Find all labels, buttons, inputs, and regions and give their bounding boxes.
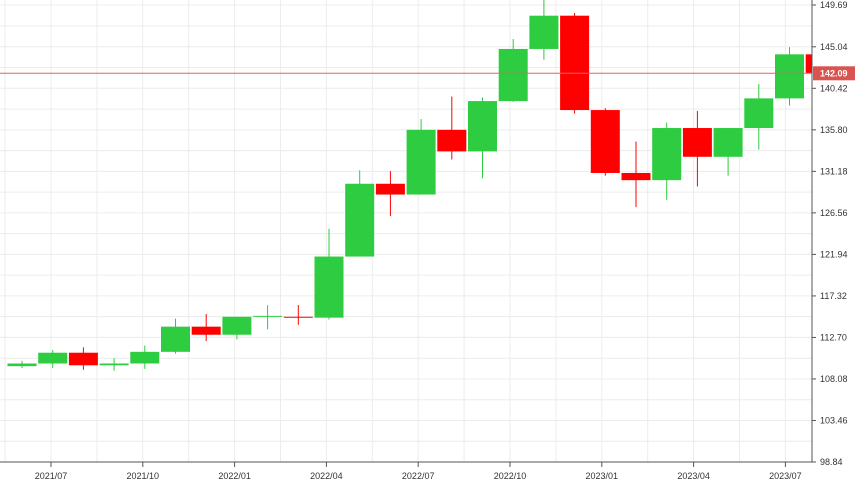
- x-tick-label: 2023/04: [677, 471, 710, 481]
- candle: [621, 141, 651, 208]
- candle-body: [468, 101, 497, 152]
- candle-body: [652, 128, 682, 181]
- candle: [529, 0, 559, 60]
- candle-body: [283, 316, 313, 318]
- candle: [68, 347, 98, 370]
- candle: [652, 122, 682, 200]
- candle: [713, 128, 743, 176]
- candle-body: [38, 352, 68, 364]
- candle-body: [253, 315, 283, 317]
- candle-body: [161, 326, 190, 352]
- x-tick-label: 2022/07: [402, 471, 435, 481]
- y-axis-panel: [812, 0, 856, 489]
- candles: [7, 0, 835, 371]
- candle-body: [7, 363, 37, 367]
- y-axis-ticks: 149.69 145.04 140.42 135.80 131.18 126.56 121.…: [812, 0, 848, 467]
- x-tick-label: 2021/07: [35, 471, 68, 481]
- candle-body: [682, 128, 712, 157]
- candle: [744, 83, 774, 150]
- price-label: 142.09: [820, 68, 848, 78]
- candle: [314, 228, 344, 320]
- candle: [560, 12, 590, 114]
- candle: [682, 110, 712, 187]
- candle-body: [437, 129, 467, 152]
- price-label-bg: [813, 66, 855, 81]
- candle: [191, 314, 221, 342]
- grid-lines: [0, 0, 812, 463]
- x-tick-label: 2023/01: [586, 471, 619, 481]
- y-tick-label: 135.80: [820, 125, 848, 135]
- x-tick-label: 2021/10: [127, 471, 160, 481]
- candle-body: [713, 128, 743, 157]
- x-tick-label: 2022/01: [218, 471, 251, 481]
- y-tick-label: 112.70: [820, 332, 847, 342]
- candle: [406, 119, 436, 195]
- candle-body: [222, 316, 252, 335]
- candle: [375, 171, 405, 217]
- candle: [130, 345, 160, 369]
- candle: [590, 108, 620, 176]
- candle-body: [99, 363, 129, 366]
- candle-body: [529, 15, 559, 49]
- y-tick-label: 98.84: [820, 457, 843, 467]
- y-tick-label: 131.18: [820, 166, 848, 176]
- candle: [253, 305, 283, 330]
- candle: [7, 360, 37, 368]
- candle-body: [498, 48, 528, 102]
- candle-body: [775, 54, 804, 99]
- y-tick-label: 126.56: [820, 208, 848, 218]
- candle-body: [68, 352, 98, 366]
- candle: [345, 170, 375, 257]
- candle: [498, 39, 528, 102]
- candle-body: [191, 326, 221, 335]
- x-tick-label: 2022/10: [494, 471, 527, 481]
- candle-body: [744, 98, 774, 129]
- y-tick-label: 149.69: [820, 0, 848, 10]
- candle-body: [345, 183, 375, 257]
- candle-body: [621, 172, 651, 181]
- candle: [99, 358, 129, 371]
- y-tick-label: 121.94: [820, 249, 848, 259]
- candle-body: [375, 183, 405, 195]
- y-tick-label: 103.46: [820, 415, 848, 425]
- x-tick-label: 2023/07: [769, 471, 802, 481]
- candle: [161, 318, 190, 354]
- x-tick-label: 2022/04: [310, 471, 343, 481]
- candle: [38, 350, 68, 368]
- candle-body: [314, 256, 344, 318]
- candle-body: [560, 15, 590, 111]
- y-tick-label: 117.32: [820, 291, 847, 301]
- y-tick-label: 145.04: [820, 42, 848, 52]
- y-tick-label: 140.42: [820, 83, 848, 93]
- candle: [222, 316, 252, 340]
- x-axis-ticks: 2021/07 2021/10 2022/01 2022/04 2022/07 2022/…: [35, 462, 802, 481]
- candle: [283, 305, 313, 325]
- candle-body: [406, 129, 436, 195]
- candle-body: [590, 110, 620, 173]
- candle: [437, 96, 467, 160]
- y-tick-label: 108.08: [820, 374, 848, 384]
- current-price-label: 142.09: [813, 66, 855, 81]
- candle: [468, 97, 497, 179]
- candle-body: [130, 351, 160, 364]
- candle: [775, 47, 804, 106]
